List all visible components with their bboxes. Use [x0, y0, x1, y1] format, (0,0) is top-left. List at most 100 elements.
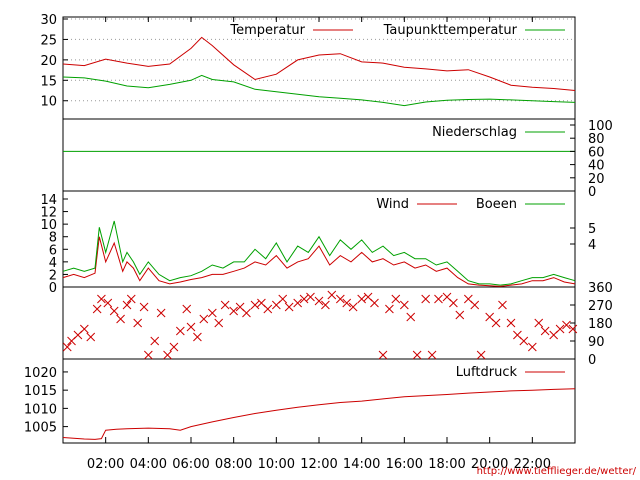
y-tick-label: 0: [49, 281, 57, 296]
y-tick-label: 10: [40, 218, 57, 233]
legend-label: Taupunkttemperatur: [383, 23, 518, 38]
y-right-tick-label: 60: [588, 145, 605, 160]
y-right-tick-label: 20: [588, 172, 605, 187]
wind-direction-point: [62, 342, 72, 352]
wind-direction-point: [562, 320, 571, 330]
y-right-tick-label: 80: [588, 132, 605, 147]
y-right-tick-label: 180: [588, 317, 613, 332]
wind-direction-point: [306, 292, 315, 302]
y-tick-label: 10: [40, 95, 57, 110]
x-tick-label: 02:00: [87, 457, 124, 472]
wind-direction-point: [449, 298, 458, 308]
wind-direction-point: [357, 294, 367, 304]
y-tick-label: 4: [49, 256, 57, 271]
wind-direction-point: [527, 342, 537, 352]
y-tick-label: 6: [49, 243, 57, 258]
wind-direction-point: [534, 318, 544, 328]
wind-direction-point: [92, 304, 102, 314]
wind-direction-point: [169, 342, 179, 352]
wind-direction-point: [555, 324, 565, 334]
wind-direction-point: [378, 350, 388, 360]
series-line-wind: [62, 236, 576, 287]
wind-direction-point: [327, 290, 337, 300]
x-tick-label: 20:00: [471, 457, 508, 472]
wind-direction-point: [263, 304, 273, 314]
y-tick-label: 25: [40, 33, 57, 48]
panel-winddir-frame: [62, 286, 576, 360]
wind-direction-point: [370, 298, 379, 308]
wind-direction-point: [421, 294, 431, 304]
wind-direction-point: [250, 300, 260, 310]
wind-direction-point: [207, 308, 217, 318]
wind-direction-point: [242, 308, 251, 318]
wind-direction-point: [103, 298, 113, 308]
wind-direction-point: [412, 350, 422, 360]
x-tick-label: 14:00: [343, 457, 380, 472]
wind-direction-point: [470, 300, 480, 310]
x-tick-label: 12:00: [300, 457, 337, 472]
legend-label: Luftdruck: [456, 365, 518, 380]
wind-direction-point: [97, 294, 106, 304]
x-tick-label: 06:00: [172, 457, 209, 472]
wind-direction-point: [186, 322, 196, 332]
wind-direction-point: [406, 312, 416, 322]
wind-direction-point: [182, 304, 192, 314]
wind-direction-point: [126, 294, 136, 304]
y-right-tick-label: 0: [588, 185, 596, 200]
wind-direction-point: [455, 310, 465, 320]
wind-direction-point: [427, 350, 437, 360]
wind-direction-point: [156, 308, 166, 318]
wind-direction-point: [214, 318, 224, 328]
series-line-temperatur: [62, 36, 576, 91]
wind-direction-point: [109, 306, 119, 316]
wind-direction-point: [434, 294, 443, 304]
wind-direction-point: [150, 336, 160, 346]
wind-direction-point: [193, 332, 202, 342]
wind-direction-point: [506, 318, 516, 328]
y-tick-label: 30: [40, 13, 57, 28]
y-right-tick-label: 90: [588, 335, 605, 350]
legend-label: Boeen: [476, 197, 517, 212]
y-right-tick-label: 5: [588, 222, 596, 237]
wind-direction-point: [163, 350, 172, 360]
x-tick-label: 04:00: [130, 457, 167, 472]
wind-direction-point: [133, 318, 143, 328]
source-url[interactable]: http://www.tiefflieger.de/wetter/: [477, 466, 637, 477]
wind-direction-point: [540, 326, 550, 336]
legend-label: Wind: [376, 197, 409, 212]
wind-direction-point: [321, 300, 330, 310]
y-tick-label: 1010: [24, 402, 57, 417]
wind-direction-point: [199, 314, 209, 324]
wind-direction-point: [220, 300, 230, 310]
wind-direction-point: [348, 302, 358, 312]
wind-direction-point: [491, 318, 501, 328]
y-right-tick-label: 40: [588, 159, 605, 174]
legend-label: Temperatur: [229, 23, 305, 38]
wind-direction-point: [86, 332, 96, 342]
wind-direction-point: [122, 300, 132, 310]
y-right-tick-label: 0: [588, 353, 596, 368]
series-line-taupunkttemperatur: [62, 74, 576, 107]
x-tick-label: 18:00: [428, 457, 465, 472]
wind-direction-point: [229, 306, 239, 316]
wind-direction-point: [391, 294, 401, 304]
x-tick-label: 08:00: [215, 457, 252, 472]
wind-direction-point: [175, 326, 185, 336]
y-tick-label: 20: [40, 54, 57, 69]
wind-direction-point: [519, 336, 529, 346]
wind-direction-point: [143, 350, 153, 360]
y-tick-label: 14: [40, 193, 57, 208]
wind-direction-point: [299, 294, 309, 304]
y-right-tick-label: 270: [588, 299, 613, 314]
y-tick-label: 1015: [24, 384, 57, 399]
series-line-luftdruck: [62, 388, 576, 440]
wind-direction-point: [79, 324, 89, 334]
x-tick-label: 10:00: [258, 457, 295, 472]
series-line-boeen: [62, 220, 576, 286]
wind-direction-point: [399, 300, 409, 310]
x-tick-label: 22:00: [514, 457, 551, 472]
wind-direction-point: [314, 296, 324, 306]
y-right-tick-label: 100: [588, 119, 613, 134]
wind-direction-point: [568, 324, 578, 334]
